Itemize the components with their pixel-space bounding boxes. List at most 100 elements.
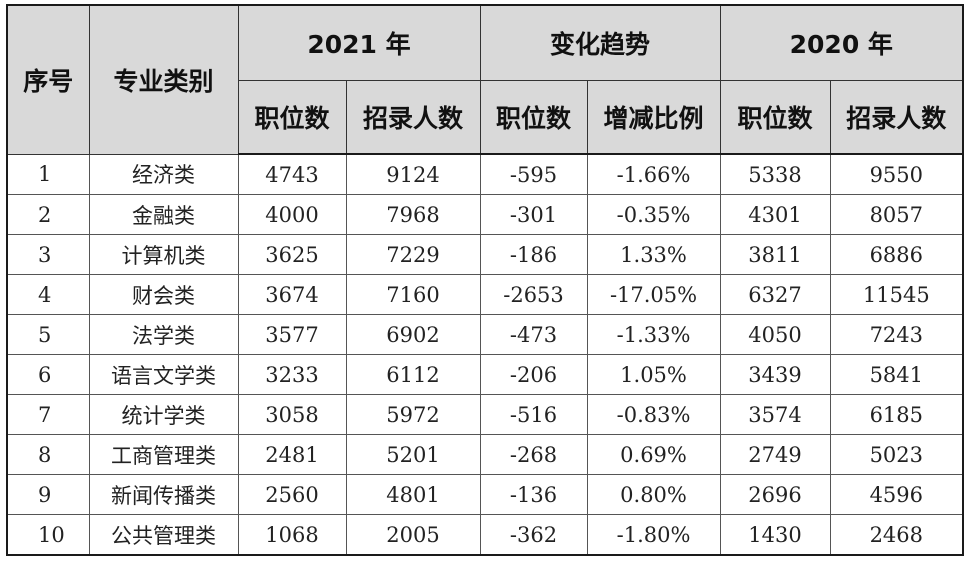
cell-recruits-2021: 2005 [345,514,481,556]
cell-positions-change: -516 [479,394,588,435]
cell-index: 4 [6,274,90,315]
header-recruits-2021: 招录人数 [345,80,481,155]
cell-ratio-change: 0.69% [586,434,721,475]
cell-index: 6 [6,354,90,395]
cell-ratio-change: -1.33% [586,314,721,355]
cell-ratio-change: 0.80% [586,474,721,515]
cell-recruits-2020: 11545 [829,274,964,315]
table-row: 3 计算机类 3625 7229 -186 1.33% 3811 6886 [6,234,964,275]
cell-index: 5 [6,314,90,355]
cell-recruits-2021: 6112 [345,354,481,395]
header-row-top: 序号 专业类别 2021 年 变化趋势 2020 年 [6,4,964,155]
cell-ratio-change: -17.05% [586,274,721,315]
cell-ratio-change: -1.66% [586,153,721,195]
cell-positions-change: -186 [479,234,588,275]
header-group-change: 变化趋势 [479,4,721,81]
table-row: 4 财会类 3674 7160 -2653 -17.05% 6327 11545 [6,274,964,315]
cell-positions-2020: 1430 [719,514,831,556]
table-row: 9 新闻传播类 2560 4801 -136 0.80% 2696 4596 [6,474,964,515]
cell-recruits-2021: 7160 [345,274,481,315]
cell-category: 公共管理类 [88,514,239,556]
table-row: 10 公共管理类 1068 2005 -362 -1.80% 1430 2468 [6,514,964,556]
cell-positions-2021: 3625 [237,234,347,275]
cell-recruits-2021: 7968 [345,194,481,235]
cell-ratio-change: 1.33% [586,234,721,275]
recruitment-table: 序号 专业类别 2021 年 变化趋势 2020 年 职位数 招录人数 职位数 … [6,4,965,556]
cell-recruits-2020: 5841 [829,354,964,395]
cell-recruits-2020: 9550 [829,153,964,195]
header-positions-2020: 职位数 [719,80,831,155]
cell-category: 经济类 [88,153,239,195]
cell-recruits-2020: 4596 [829,474,964,515]
header-row-sub: 职位数 招录人数 职位数 增减比例 职位数 招录人数 [7,80,964,155]
cell-positions-change: -268 [479,434,588,475]
header-category: 专业类别 [88,4,239,155]
cell-recruits-2020: 6185 [829,394,964,435]
cell-recruits-2021: 7229 [345,234,481,275]
cell-ratio-change: 1.05% [586,354,721,395]
cell-positions-2021: 4743 [237,153,347,195]
table-row: 6 语言文学类 3233 6112 -206 1.05% 3439 5841 [6,354,964,395]
cell-recruits-2021: 9124 [345,153,481,195]
cell-positions-2021: 2560 [237,474,347,515]
cell-recruits-2021: 5972 [345,394,481,435]
cell-recruits-2021: 5201 [345,434,481,475]
cell-recruits-2021: 6902 [345,314,481,355]
cell-positions-2021: 4000 [237,194,347,235]
cell-positions-2021: 3577 [237,314,347,355]
cell-positions-2020: 3811 [719,234,831,275]
header-group-2020: 2020 年 [719,4,964,81]
table-frame: 序号 专业类别 2021 年 变化趋势 2020 年 职位数 招录人数 职位数 … [6,4,965,556]
cell-positions-2020: 2696 [719,474,831,515]
cell-positions-2020: 4301 [719,194,831,235]
cell-positions-change: -206 [479,354,588,395]
table-body: 1 经济类 4743 9124 -595 -1.66% 5338 9550 2 金融类 4000 79… [6,153,964,556]
cell-positions-2021: 3058 [237,394,347,435]
table-row: 8 工商管理类 2481 5201 -268 0.69% 2749 5023 [6,434,964,475]
cell-positions-2021: 3233 [237,354,347,395]
cell-recruits-2020: 8057 [829,194,964,235]
cell-category: 语言文学类 [88,354,239,395]
cell-recruits-2020: 5023 [829,434,964,475]
cell-recruits-2020: 7243 [829,314,964,355]
header-recruits-2020: 招录人数 [829,80,964,155]
cell-index: 9 [6,474,90,515]
cell-ratio-change: -0.83% [586,394,721,435]
cell-category: 财会类 [88,274,239,315]
cell-positions-2021: 2481 [237,434,347,475]
header-index: 序号 [6,4,90,155]
cell-category: 工商管理类 [88,434,239,475]
cell-positions-2020: 5338 [719,153,831,195]
cell-positions-2021: 1068 [237,514,347,556]
cell-recruits-2020: 6886 [829,234,964,275]
cell-category: 新闻传播类 [88,474,239,515]
cell-ratio-change: -0.35% [586,194,721,235]
cell-index: 3 [6,234,90,275]
cell-positions-change: -595 [479,153,588,195]
cell-positions-2020: 2749 [719,434,831,475]
cell-category: 统计学类 [88,394,239,435]
cell-positions-2020: 3439 [719,354,831,395]
cell-positions-change: -301 [479,194,588,235]
cell-positions-change: -2653 [479,274,588,315]
cell-ratio-change: -1.80% [586,514,721,556]
cell-recruits-2020: 2468 [829,514,964,556]
cell-category: 计算机类 [88,234,239,275]
cell-index: 1 [6,153,90,195]
cell-positions-change: -473 [479,314,588,355]
cell-category: 金融类 [88,194,239,235]
cell-category: 法学类 [88,314,239,355]
cell-positions-change: -362 [479,514,588,556]
header-positions-2021: 职位数 [237,80,347,155]
cell-positions-2020: 6327 [719,274,831,315]
header-positions-change: 职位数 [479,80,588,155]
cell-positions-2021: 3674 [237,274,347,315]
table-row: 2 金融类 4000 7968 -301 -0.35% 4301 8057 [6,194,964,235]
cell-index: 2 [6,194,90,235]
cell-index: 8 [6,434,90,475]
cell-index: 10 [6,514,90,556]
table-row: 1 经济类 4743 9124 -595 -1.66% 5338 9550 [6,153,964,195]
header-group-2021: 2021 年 [237,4,481,81]
table-row: 7 统计学类 3058 5972 -516 -0.83% 3574 6185 [6,394,964,435]
cell-positions-2020: 3574 [719,394,831,435]
